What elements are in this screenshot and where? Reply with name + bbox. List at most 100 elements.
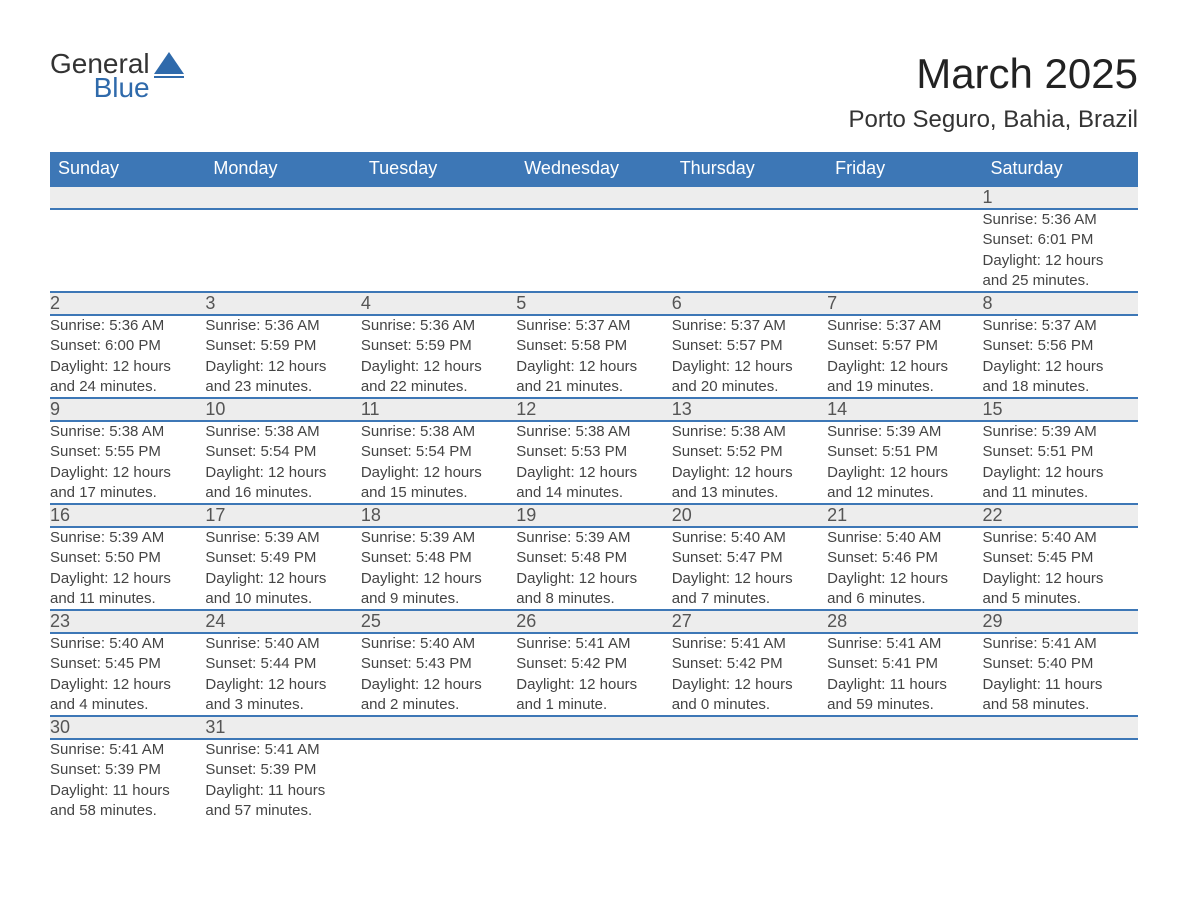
sunset-text: Sunset: 5:57 PM [827,336,982,356]
day-detail-cell: Sunrise: 5:38 AMSunset: 5:52 PMDaylight:… [672,421,827,504]
sunset-text: Sunset: 5:54 PM [361,442,516,462]
daylight-text-1: Daylight: 12 hours [205,357,360,377]
day-number-cell: 17 [205,504,360,527]
day-detail-cell [50,209,205,292]
daylight-text-1: Daylight: 11 hours [50,781,205,801]
day-detail-cell: Sunrise: 5:41 AMSunset: 5:40 PMDaylight:… [983,633,1138,716]
sunrise-text: Sunrise: 5:36 AM [50,316,205,336]
weekday-header: Thursday [672,152,827,186]
sunset-text: Sunset: 6:01 PM [983,230,1138,250]
day-detail-cell: Sunrise: 5:39 AMSunset: 5:50 PMDaylight:… [50,527,205,610]
day-detail-cell [827,209,982,292]
day-number-cell: 9 [50,398,205,421]
day-detail-cell: Sunrise: 5:38 AMSunset: 5:53 PMDaylight:… [516,421,671,504]
sunrise-text: Sunrise: 5:36 AM [205,316,360,336]
sunrise-text: Sunrise: 5:39 AM [361,528,516,548]
day-number-cell: 22 [983,504,1138,527]
day-number-cell: 6 [672,292,827,315]
day-number-cell: 3 [205,292,360,315]
calendar-body: 1Sunrise: 5:36 AMSunset: 6:01 PMDaylight… [50,186,1138,821]
sunrise-text: Sunrise: 5:39 AM [50,528,205,548]
weekday-header-row: Sunday Monday Tuesday Wednesday Thursday… [50,152,1138,186]
location: Porto Seguro, Bahia, Brazil [849,106,1139,134]
brand-text: General Blue [50,50,150,102]
day-number-cell: 5 [516,292,671,315]
day-number-cell: 31 [205,716,360,739]
daylight-text-2: and 16 minutes. [205,483,360,503]
day-detail-cell [516,209,671,292]
daylight-text-2: and 6 minutes. [827,589,982,609]
daylight-text-2: and 59 minutes. [827,695,982,715]
day-number-cell: 8 [983,292,1138,315]
sunrise-text: Sunrise: 5:38 AM [50,422,205,442]
daylight-text-1: Daylight: 12 hours [516,463,671,483]
day-number-cell: 13 [672,398,827,421]
day-number-cell: 26 [516,610,671,633]
sunrise-text: Sunrise: 5:41 AM [205,740,360,760]
day-detail-cell [672,209,827,292]
day-number-cell: 27 [672,610,827,633]
daylight-text-2: and 58 minutes. [50,801,205,821]
day-detail-cell: Sunrise: 5:41 AMSunset: 5:42 PMDaylight:… [516,633,671,716]
daylight-text-1: Daylight: 12 hours [672,357,827,377]
daylight-text-1: Daylight: 12 hours [983,357,1138,377]
day-detail-cell: Sunrise: 5:40 AMSunset: 5:45 PMDaylight:… [50,633,205,716]
daylight-text-1: Daylight: 12 hours [50,675,205,695]
sunrise-text: Sunrise: 5:40 AM [827,528,982,548]
day-number-cell [361,186,516,209]
day-number-cell [672,716,827,739]
day-number-cell: 29 [983,610,1138,633]
day-detail-cell: Sunrise: 5:40 AMSunset: 5:46 PMDaylight:… [827,527,982,610]
day-detail-cell: Sunrise: 5:40 AMSunset: 5:45 PMDaylight:… [983,527,1138,610]
sunrise-text: Sunrise: 5:40 AM [361,634,516,654]
sunrise-text: Sunrise: 5:40 AM [672,528,827,548]
sunset-text: Sunset: 5:46 PM [827,548,982,568]
daynum-row: 16171819202122 [50,504,1138,527]
daylight-text-1: Daylight: 12 hours [205,463,360,483]
day-detail-cell: Sunrise: 5:38 AMSunset: 5:55 PMDaylight:… [50,421,205,504]
sunset-text: Sunset: 5:40 PM [983,654,1138,674]
day-detail-cell: Sunrise: 5:41 AMSunset: 5:39 PMDaylight:… [50,739,205,821]
weekday-header: Friday [827,152,982,186]
day-number-cell: 30 [50,716,205,739]
day-detail-cell [205,209,360,292]
daylight-text-1: Daylight: 12 hours [50,569,205,589]
sunset-text: Sunset: 5:48 PM [361,548,516,568]
daylight-text-2: and 0 minutes. [672,695,827,715]
day-number-cell [50,186,205,209]
sunset-text: Sunset: 5:43 PM [361,654,516,674]
sunrise-text: Sunrise: 5:39 AM [516,528,671,548]
sunset-text: Sunset: 5:41 PM [827,654,982,674]
daylight-text-1: Daylight: 12 hours [205,675,360,695]
day-detail-cell: Sunrise: 5:40 AMSunset: 5:44 PMDaylight:… [205,633,360,716]
day-detail-cell: Sunrise: 5:37 AMSunset: 5:56 PMDaylight:… [983,315,1138,398]
sunset-text: Sunset: 5:44 PM [205,654,360,674]
daylight-text-2: and 22 minutes. [361,377,516,397]
daylight-text-1: Daylight: 12 hours [672,675,827,695]
header: General Blue March 2025 Porto Seguro, Ba… [50,50,1138,134]
weekday-header: Wednesday [516,152,671,186]
day-detail-cell [361,739,516,821]
sunset-text: Sunset: 5:57 PM [672,336,827,356]
detail-row: Sunrise: 5:39 AMSunset: 5:50 PMDaylight:… [50,527,1138,610]
day-number-cell [983,716,1138,739]
detail-row: Sunrise: 5:36 AMSunset: 6:01 PMDaylight:… [50,209,1138,292]
day-number-cell: 14 [827,398,982,421]
day-number-cell: 2 [50,292,205,315]
day-detail-cell: Sunrise: 5:39 AMSunset: 5:51 PMDaylight:… [827,421,982,504]
daylight-text-2: and 57 minutes. [205,801,360,821]
day-number-cell: 4 [361,292,516,315]
daylight-text-2: and 4 minutes. [50,695,205,715]
day-detail-cell: Sunrise: 5:37 AMSunset: 5:58 PMDaylight:… [516,315,671,398]
daylight-text-1: Daylight: 12 hours [827,463,982,483]
daylight-text-2: and 8 minutes. [516,589,671,609]
day-detail-cell: Sunrise: 5:37 AMSunset: 5:57 PMDaylight:… [827,315,982,398]
day-detail-cell [516,739,671,821]
daylight-text-1: Daylight: 12 hours [827,357,982,377]
month-title: March 2025 [849,50,1139,98]
sunset-text: Sunset: 5:39 PM [205,760,360,780]
day-detail-cell: Sunrise: 5:36 AMSunset: 6:00 PMDaylight:… [50,315,205,398]
day-detail-cell: Sunrise: 5:37 AMSunset: 5:57 PMDaylight:… [672,315,827,398]
day-number-cell [827,186,982,209]
day-number-cell: 18 [361,504,516,527]
